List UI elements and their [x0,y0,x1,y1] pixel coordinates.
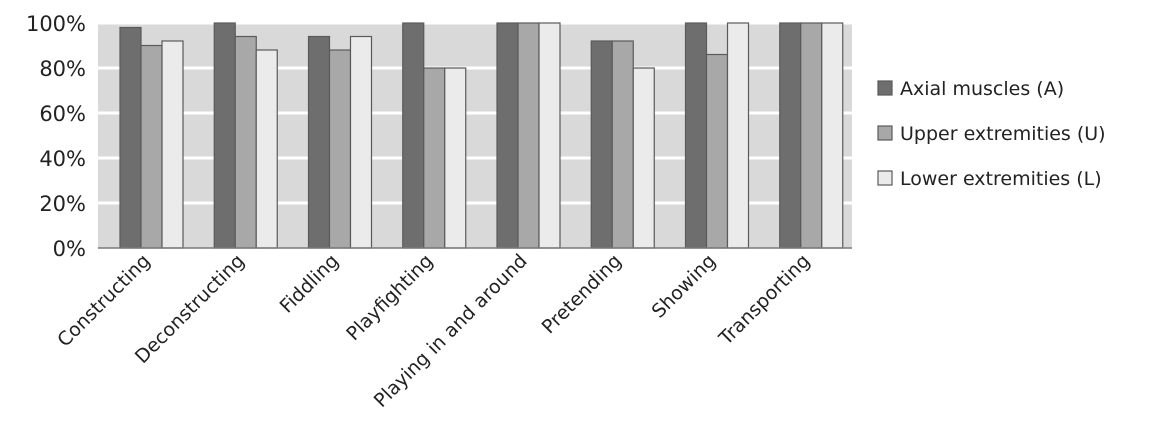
bar [402,22,425,249]
x-tick-label: Constructing [53,250,154,351]
bar [161,40,184,249]
bar [705,53,729,249]
legend-swatch [877,125,893,141]
bar [800,22,823,249]
x-tick-label: Showing [648,250,721,323]
legend-label: Upper extremities (U) [900,123,1106,145]
bar [213,22,236,249]
x-tick-label: Playfighting [342,250,437,345]
bar [349,35,373,249]
x-tick-label: Pretending [538,250,626,338]
y-tick-label: 0% [53,237,86,261]
bar [779,22,802,249]
bar [423,67,446,249]
x-tick-label: Transporting [714,250,814,350]
bar [726,22,750,249]
legend-swatch [877,80,893,96]
x-tick-label: Playing in and around [370,250,532,412]
bar [328,49,352,249]
y-tick-label: 100% [26,12,86,36]
bar [234,35,257,249]
y-axis: 0% 20% 40% 60% 80% 100% [26,12,86,261]
bar [632,67,655,249]
bar [684,22,708,249]
bar [255,49,278,249]
bar [611,40,634,249]
legend-label: Lower extremities (L) [900,168,1102,190]
bar [119,26,142,249]
y-tick-label: 60% [39,102,86,126]
bar [140,44,163,249]
bar [496,22,519,249]
y-tick-label: 40% [39,147,86,171]
bar [821,22,844,249]
bar [444,67,467,249]
legend: Axial muscles (A) Upper extremities (U) Lo… [877,78,1106,190]
legend-swatch [877,170,893,186]
y-tick-label: 80% [39,57,86,81]
x-tick-label: Fiddling [276,250,344,318]
bar [538,22,561,249]
bar [307,35,331,249]
legend-label: Axial muscles (A) [900,78,1064,100]
y-tick-label: 20% [39,192,86,216]
bar [590,40,613,249]
bar [517,22,540,249]
